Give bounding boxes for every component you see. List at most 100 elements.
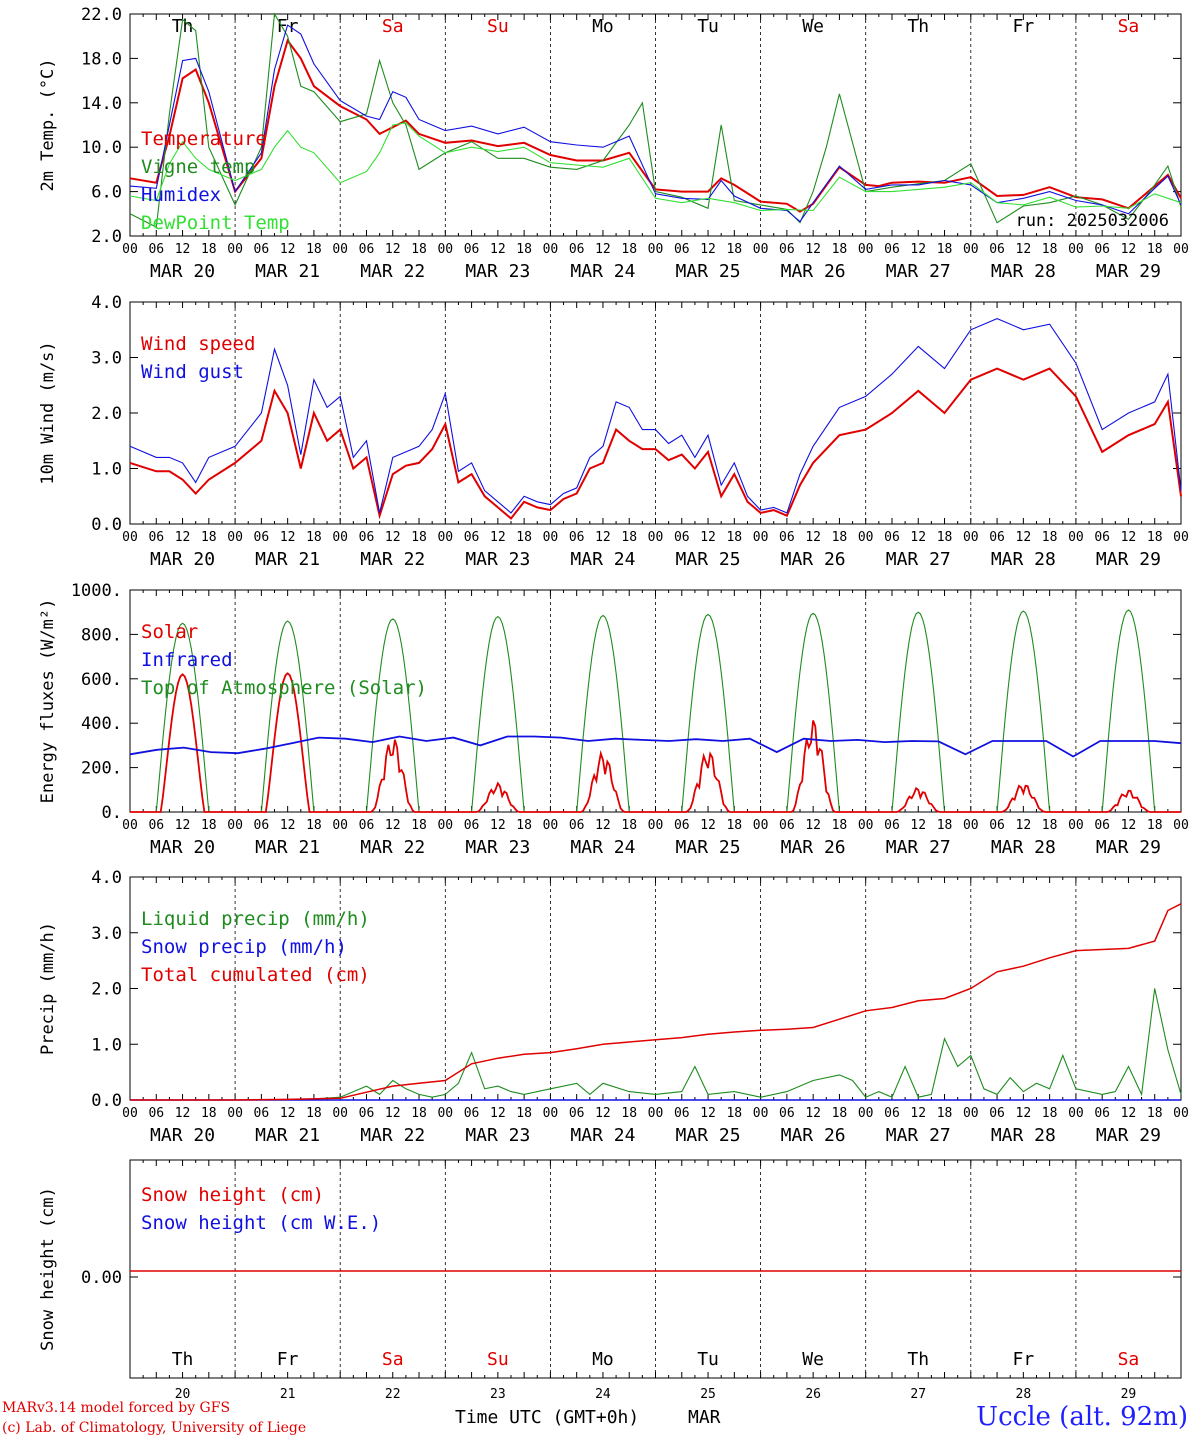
hour-tick-label: 12 [280, 242, 296, 257]
hour-tick-label: 12 [1121, 818, 1137, 833]
model-credit: MARv3.14 model forced by GFS [2, 1400, 231, 1416]
hour-tick-label: 18 [306, 818, 322, 833]
hour-tick-label: 06 [148, 242, 164, 257]
lab-credit: (c) Lab. of Climatology, University of L… [2, 1420, 307, 1436]
hour-tick-label: 18 [621, 1106, 637, 1121]
y-axis-label-3: Energy fluxes (W/m²) [38, 599, 58, 804]
hour-tick-label: 00 [1173, 242, 1189, 257]
legend-entry: Snow height (cm) [141, 1184, 324, 1206]
y-tick-label: 1.0 [91, 460, 122, 480]
hour-tick-label: 00 [1173, 818, 1189, 833]
date-label: MAR 23 [465, 549, 530, 570]
legend-entry: DewPoint Temp [141, 212, 290, 234]
hour-tick-label: 12 [385, 530, 401, 545]
hour-tick-label: 12 [700, 818, 716, 833]
date-label: MAR 24 [570, 1125, 635, 1146]
hour-tick-label: 00 [332, 242, 348, 257]
hour-tick-label: 00 [963, 242, 979, 257]
hour-tick-label: 18 [516, 818, 532, 833]
y-tick-label: 3.0 [91, 349, 122, 369]
date-label: MAR 29 [1096, 261, 1161, 282]
weekday-label: We [802, 16, 824, 37]
date-label: MAR 24 [570, 837, 635, 858]
hour-tick-label: 18 [621, 530, 637, 545]
hour-tick-label: 06 [359, 1106, 375, 1121]
hour-tick-label: 12 [175, 818, 191, 833]
weekday-label: Fr [277, 1349, 299, 1370]
hour-tick-label: 18 [516, 242, 532, 257]
series-wind-speed [129, 367, 1182, 520]
hour-tick-label: 12 [490, 1106, 506, 1121]
hour-tick-label: 06 [464, 242, 480, 257]
hour-tick-label: 12 [595, 1106, 611, 1121]
y-tick-label: 4.0 [91, 293, 122, 313]
hour-tick-label: 12 [175, 242, 191, 257]
date-label: MAR 28 [991, 261, 1056, 282]
day-number: 29 [1121, 1387, 1137, 1402]
date-label: MAR 20 [150, 261, 215, 282]
weekday-label: Sa [1118, 16, 1140, 37]
hour-tick-label: 06 [779, 818, 795, 833]
date-label: MAR 20 [150, 1125, 215, 1146]
hour-tick-label: 00 [437, 1106, 453, 1121]
legend-entry: Humidex [141, 184, 221, 206]
hour-tick-label: 18 [937, 242, 953, 257]
hour-tick-label: 06 [359, 242, 375, 257]
hour-tick-label: 06 [674, 818, 690, 833]
hour-tick-label: 00 [543, 1106, 559, 1121]
date-label: MAR 24 [570, 549, 635, 570]
date-label: MAR 22 [360, 549, 425, 570]
hour-tick-label: 12 [700, 242, 716, 257]
day-number: 28 [1016, 1387, 1032, 1402]
y-axis-label-5: Snow height (cm) [38, 1187, 58, 1351]
date-label: MAR 23 [465, 261, 530, 282]
hour-tick-label: 18 [937, 818, 953, 833]
hour-tick-label: 18 [1147, 530, 1163, 545]
hour-tick-label: 00 [648, 242, 664, 257]
hour-tick-label: 18 [201, 530, 217, 545]
y-tick-label: 800. [81, 625, 122, 645]
hour-tick-label: 06 [674, 1106, 690, 1121]
series-dewpoint-temp [129, 122, 1182, 212]
y-tick-label: 600. [81, 670, 122, 690]
hour-tick-label: 00 [1068, 242, 1084, 257]
weekday-label: Su [487, 16, 509, 37]
date-label: MAR 22 [360, 837, 425, 858]
date-label: MAR 23 [465, 1125, 530, 1146]
hour-tick-label: 18 [621, 242, 637, 257]
y-tick-label: 22.0 [81, 5, 122, 25]
y-tick-label: 14.0 [81, 94, 122, 114]
hour-tick-label: 18 [1147, 1106, 1163, 1121]
hour-tick-label: 12 [1016, 242, 1032, 257]
hour-tick-label: 12 [1016, 818, 1032, 833]
hour-tick-label: 00 [1068, 1106, 1084, 1121]
date-label: MAR 24 [570, 261, 635, 282]
legend-entry: Snow precip (mm/h) [141, 936, 347, 958]
hour-tick-label: 18 [937, 1106, 953, 1121]
hour-tick-label: 18 [411, 242, 427, 257]
legend-entry: Liquid precip (mm/h) [141, 908, 370, 930]
hour-tick-label: 18 [1147, 242, 1163, 257]
hour-tick-label: 12 [280, 530, 296, 545]
hour-tick-label: 00 [858, 242, 874, 257]
y-tick-label: 2.0 [91, 980, 122, 1000]
hour-tick-label: 12 [490, 818, 506, 833]
hour-tick-label: 06 [254, 530, 270, 545]
weekday-label: Fr [1013, 1349, 1035, 1370]
series-liquid-precip [130, 988, 1182, 1101]
hour-tick-label: 12 [805, 1106, 821, 1121]
hour-tick-label: 18 [516, 1106, 532, 1121]
hour-tick-label: 18 [937, 530, 953, 545]
date-label: MAR 28 [991, 837, 1056, 858]
y-tick-label: 200. [81, 759, 122, 779]
y-tick-label: 400. [81, 714, 122, 734]
date-label: MAR 28 [991, 1125, 1056, 1146]
hour-tick-label: 00 [122, 1106, 138, 1121]
hour-tick-label: 06 [464, 530, 480, 545]
day-number: 23 [490, 1387, 506, 1402]
hour-tick-label: 18 [621, 818, 637, 833]
station-label: Uccle (alt. 92m) [976, 1402, 1188, 1432]
legend-entry: Temperature [141, 128, 267, 150]
hour-tick-label: 06 [884, 818, 900, 833]
hour-tick-label: 00 [963, 818, 979, 833]
